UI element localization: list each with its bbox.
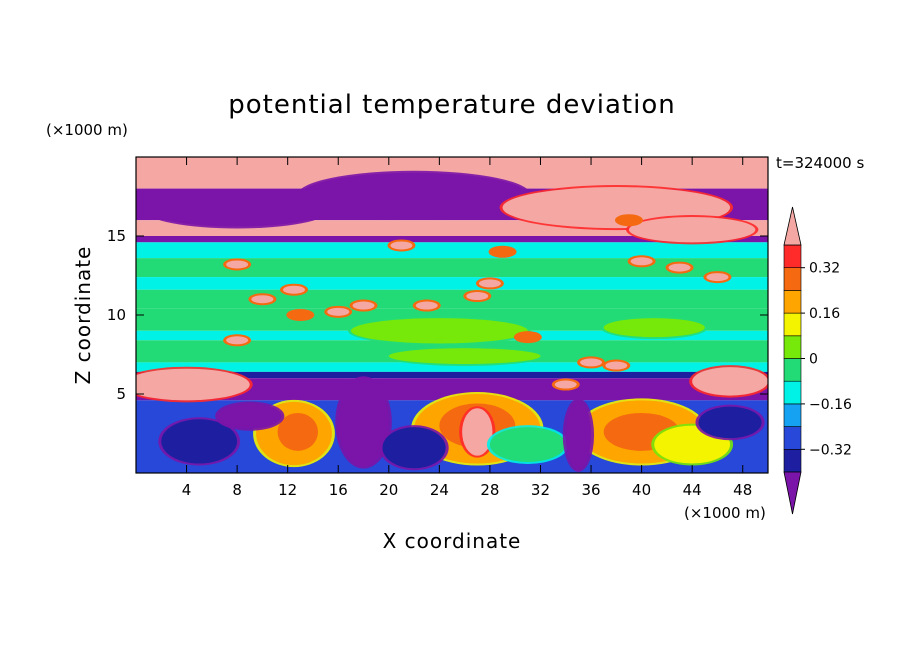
colorbar: 0.32 0.16 0 −0.16 −0.32 bbox=[783, 206, 852, 515]
field-band bbox=[136, 289, 768, 309]
field-blob bbox=[489, 427, 566, 462]
field-band bbox=[136, 258, 768, 278]
colorbar-segment bbox=[783, 380, 802, 405]
x-tick-label: 36 bbox=[581, 481, 600, 499]
x-tick-label: 40 bbox=[632, 481, 651, 499]
field-patch bbox=[617, 216, 640, 225]
field-blob bbox=[136, 368, 250, 401]
field-band bbox=[136, 371, 768, 379]
field-blob bbox=[388, 348, 541, 364]
colorbar-segment bbox=[783, 426, 802, 450]
field-patch bbox=[630, 257, 653, 266]
field-patch bbox=[478, 279, 501, 288]
colorbar-segment bbox=[783, 312, 802, 337]
field-patch bbox=[352, 301, 375, 310]
field-patch bbox=[327, 307, 350, 316]
x-tick-label: 44 bbox=[683, 481, 702, 499]
field-blob bbox=[338, 378, 389, 467]
x-tick-label: 28 bbox=[480, 481, 499, 499]
field-patch bbox=[251, 295, 274, 304]
colorbar-segment bbox=[783, 358, 802, 382]
chart-title: potential temperature deviation bbox=[228, 90, 675, 120]
colorbar-segment bbox=[783, 448, 802, 473]
y-tick-label: 15 bbox=[107, 227, 126, 245]
x-tick-label: 8 bbox=[232, 481, 242, 499]
colorbar-tick-label: 0.16 bbox=[809, 306, 840, 322]
colorbar-segment bbox=[783, 403, 802, 427]
colorbar-tick-label: 0.32 bbox=[809, 261, 840, 277]
contour-field bbox=[136, 157, 768, 473]
x-tick-label: 12 bbox=[278, 481, 297, 499]
colorbar-tick-label: −0.16 bbox=[809, 397, 852, 413]
colorbar-segment bbox=[783, 335, 802, 359]
y-axis: 5 10 15 bbox=[107, 227, 768, 403]
field-blob bbox=[603, 318, 705, 338]
field-blob bbox=[692, 367, 768, 396]
field-blob bbox=[300, 172, 528, 218]
x-tick-label: 20 bbox=[379, 481, 398, 499]
x-tick-label: 4 bbox=[182, 481, 192, 499]
field-blob bbox=[698, 406, 762, 439]
colorbar-upper-arrow bbox=[783, 206, 802, 246]
field-blob bbox=[462, 408, 493, 456]
field-blob bbox=[277, 412, 319, 451]
x-tick-label: 24 bbox=[430, 481, 449, 499]
field-band bbox=[136, 236, 768, 243]
field-patch bbox=[390, 241, 413, 250]
field-band bbox=[136, 362, 768, 372]
y-unit-label: (×1000 m) bbox=[46, 121, 128, 139]
field-patch bbox=[415, 301, 438, 310]
field-patch bbox=[554, 380, 577, 389]
time-label: t=324000 s bbox=[776, 154, 864, 172]
field-patch bbox=[580, 358, 603, 367]
field-blob bbox=[218, 403, 282, 429]
field-blob bbox=[148, 194, 326, 227]
y-axis-label: Z coordinate bbox=[71, 246, 95, 385]
field-patch bbox=[466, 292, 489, 301]
field-blob bbox=[628, 217, 756, 243]
field-patch bbox=[706, 273, 729, 282]
y-tick-label: 10 bbox=[107, 306, 126, 324]
field-patch bbox=[668, 263, 691, 272]
field-patch bbox=[289, 311, 312, 319]
field-patch bbox=[226, 336, 249, 345]
field-patch bbox=[283, 285, 305, 294]
colorbar-segment bbox=[783, 267, 802, 291]
x-axis: 4 8 12 16 20 24 28 32 36 40 44 48 bbox=[182, 157, 752, 499]
colorbar-lower-arrow bbox=[783, 471, 802, 515]
field-patch bbox=[605, 361, 628, 370]
y-tick-label: 5 bbox=[116, 385, 126, 403]
field-band bbox=[136, 277, 768, 290]
x-tick-label: 32 bbox=[531, 481, 550, 499]
field-band bbox=[136, 242, 768, 259]
x-unit-label: (×1000 m) bbox=[684, 504, 766, 522]
field-patch bbox=[226, 260, 249, 269]
colorbar-segment bbox=[783, 244, 802, 269]
field-blob bbox=[161, 419, 238, 464]
colorbar-tick-label: −0.32 bbox=[809, 442, 852, 458]
field-patch bbox=[491, 247, 514, 256]
x-tick-label: 16 bbox=[329, 481, 348, 499]
field-patch bbox=[516, 333, 539, 342]
field-blob bbox=[350, 318, 528, 344]
field-blob bbox=[382, 427, 446, 469]
field-band bbox=[136, 378, 768, 401]
x-tick-label: 48 bbox=[733, 481, 752, 499]
x-axis-label: X coordinate bbox=[383, 529, 522, 553]
colorbar-tick-label: 0 bbox=[809, 352, 818, 368]
colorbar-segment bbox=[783, 290, 802, 314]
field-blob bbox=[565, 400, 592, 470]
